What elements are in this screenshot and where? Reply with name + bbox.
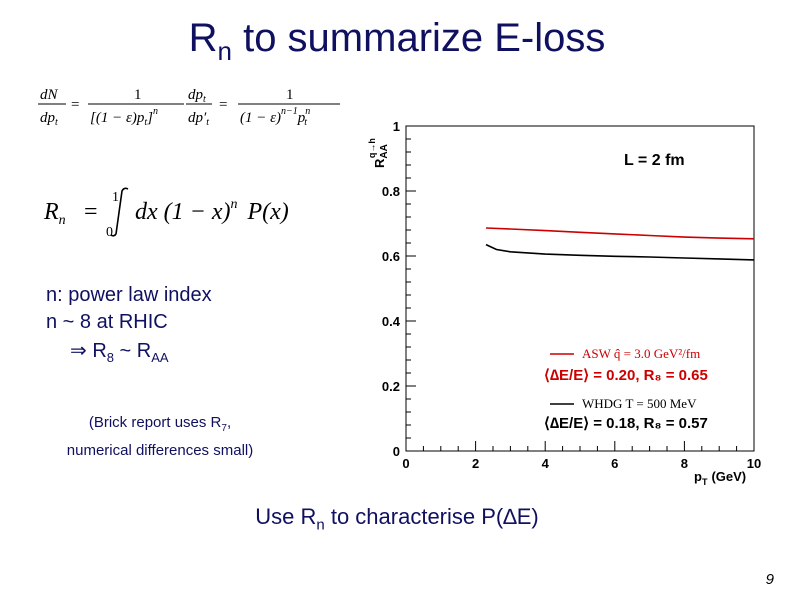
slide-title: Rn to summarize E-loss	[188, 16, 606, 66]
series-line-whdg	[485, 243, 755, 261]
equals-1: =	[71, 97, 79, 113]
plot-frame	[405, 125, 755, 452]
svg-text:0: 0	[106, 225, 113, 240]
y-axis: 0 0.2 0.4 0.6 0.8 1	[382, 119, 416, 459]
lhs-numerator: dN	[40, 87, 59, 103]
f3-denominator: (1 − ε)n−1pn t	[240, 106, 310, 128]
spectrum-formula: dN dpt = 1 [(1 − ε)pt]n dpt dp′t = 1 (1 …	[38, 87, 340, 128]
x-tick-label: 2	[472, 456, 479, 471]
x-tick-label: 10	[747, 456, 761, 471]
y-tick-label: 0.8	[382, 184, 400, 199]
y-tick-label: 0.4	[382, 314, 401, 329]
implies-arrow: ⇒	[70, 340, 87, 362]
rn-definition-formula: Rn = 1 0 dx (1 − x)n P(x)	[43, 187, 289, 240]
svg-text:=: =	[84, 199, 98, 225]
y-axis-label: RAAq→h	[367, 138, 390, 168]
legend-label-whdg: WHDG T = 500 MeV	[582, 396, 697, 411]
page-number: 9	[765, 571, 774, 588]
note-r8-raa: ⇒ R8 ~ RAA	[70, 340, 169, 365]
equals-2: =	[219, 97, 227, 113]
svg-text:Rn: Rn	[43, 199, 66, 228]
legend-summary-asw: ⟨∆E/E⟩ = 0.20, R₈ = 0.65	[544, 367, 708, 384]
legend-summary-whdg: ⟨∆E/E⟩ = 0.18, R₈ = 0.57	[544, 415, 708, 432]
series-line-asw	[485, 227, 755, 240]
legend: ASW q̂ = 3.0 GeV²/fm ⟨∆E/E⟩ = 0.20, R₈ =…	[544, 346, 708, 432]
bottom-caption: Use Rn to characterise P(∆E)	[255, 504, 539, 534]
x-axis: 0 2 4 6 8 10	[402, 441, 761, 471]
f3-numerator: 1	[286, 87, 294, 103]
f2-denominator: dp′t	[188, 110, 209, 128]
series-lines	[485, 227, 755, 261]
y-tick-label: 0.6	[382, 249, 400, 264]
svg-text:dx (1 − x)nP(x): dx (1 − x)n P(x)	[135, 197, 289, 225]
brick-report-note: (Brick report uses R7, numerical differe…	[66, 414, 254, 459]
y-tick-label: 1	[393, 119, 400, 134]
raa-chart: 0 0.2 0.4 0.6 0.8 1 0 2 4 6 8 10 RAAq→h pT (GeV) L …	[367, 119, 761, 487]
legend-label-asw: ASW q̂ = 3.0 GeV²/fm	[582, 346, 700, 361]
y-tick-label: 0.2	[382, 379, 400, 394]
note-rhic: n ~ 8 at RHIC	[46, 311, 168, 333]
chart-annotation: L = 2 fm	[624, 152, 685, 169]
f1-numerator: 1	[134, 87, 142, 103]
x-tick-label: 0	[402, 456, 409, 471]
lhs-denominator: dpt	[40, 110, 58, 128]
note-power-law: n: power law index	[46, 284, 212, 306]
f1-denominator: [(1 − ε)pt]n	[90, 106, 158, 128]
x-axis-label: pT (GeV)	[694, 469, 746, 487]
x-tick-label: 6	[611, 456, 618, 471]
x-tick-label: 4	[542, 456, 550, 471]
f2-numerator: dpt	[188, 87, 206, 105]
svg-text:1: 1	[112, 190, 119, 205]
x-tick-label: 8	[681, 456, 688, 471]
y-tick-label: 0	[393, 444, 400, 459]
